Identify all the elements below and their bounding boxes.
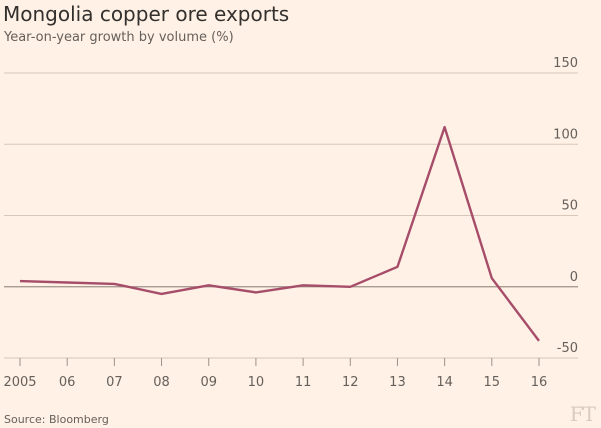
x-tick-label: 10 bbox=[248, 375, 265, 390]
x-tick-label: 06 bbox=[59, 375, 76, 390]
x-tick-label: 14 bbox=[436, 375, 453, 390]
series-line bbox=[19, 125, 540, 342]
chart-subtitle: Year-on-year growth by volume (%) bbox=[4, 30, 234, 45]
x-tick-label: 2005 bbox=[3, 375, 36, 390]
y-tick-label: 0 bbox=[570, 270, 578, 285]
y-tick-label: -50 bbox=[557, 341, 578, 356]
series-layer bbox=[19, 125, 540, 342]
x-tick-label: 09 bbox=[200, 375, 217, 390]
x-tick-label: 15 bbox=[484, 375, 501, 390]
y-tick-label: 150 bbox=[553, 56, 578, 71]
gridlines bbox=[4, 72, 578, 359]
y-axis-labels: 150 100 50 0 -50 bbox=[553, 56, 578, 356]
y-tick-label: 50 bbox=[561, 199, 578, 214]
source-note: Source: Bloomberg bbox=[4, 413, 109, 426]
x-tick-label: 11 bbox=[295, 375, 312, 390]
x-tick-label: 16 bbox=[531, 375, 548, 390]
x-axis: 2005 06 07 08 09 10 11 12 13 14 15 16 bbox=[3, 358, 547, 390]
x-tick-label: 08 bbox=[153, 375, 170, 390]
ft-logo: FT bbox=[569, 402, 596, 426]
chart-title: Mongolia copper ore exports bbox=[3, 2, 290, 26]
x-tick-label: 13 bbox=[389, 375, 406, 390]
x-tick-label: 12 bbox=[342, 375, 359, 390]
x-tick-label: 07 bbox=[106, 375, 123, 390]
y-tick-label: 100 bbox=[553, 127, 578, 142]
